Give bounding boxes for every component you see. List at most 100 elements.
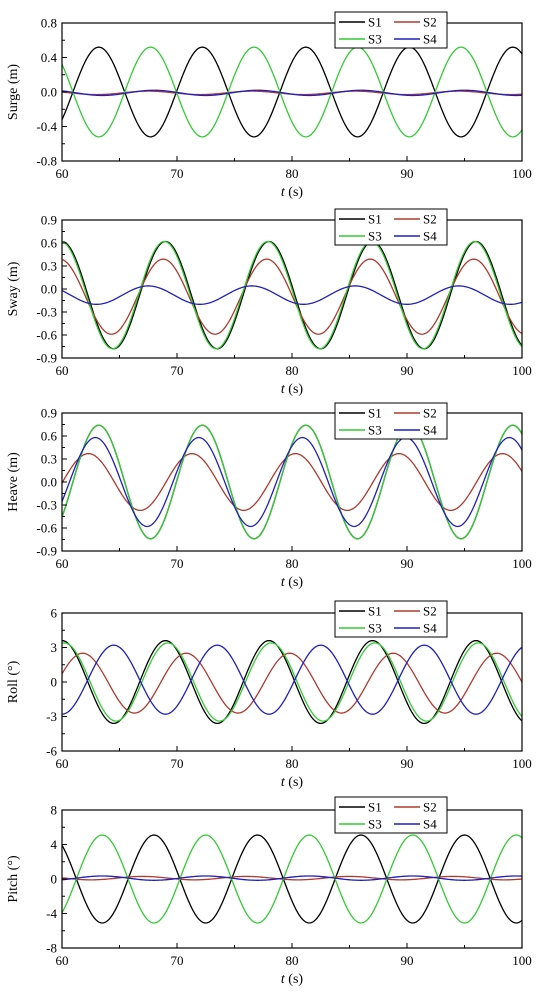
legend-label-s2: S2 [423, 212, 437, 227]
x-tick-label: 80 [286, 756, 299, 771]
x-tick-label: 90 [401, 363, 414, 378]
x-tick-label: 70 [171, 166, 184, 181]
y-axis-label: Sway (m) [6, 261, 21, 316]
series-line-s2 [61, 875, 523, 881]
x-axis-label-unit: (s) [285, 382, 304, 397]
y-tick-label: -0.9 [36, 351, 57, 366]
x-tick-label: 60 [56, 166, 69, 181]
legend-label-s3: S3 [368, 817, 382, 832]
legend-label-s1: S1 [368, 800, 382, 815]
series-line-s1 [61, 834, 523, 924]
y-tick-label: -8 [46, 941, 57, 956]
x-axis-label-unit: (s) [285, 575, 304, 590]
legend-label-s2: S2 [423, 406, 437, 421]
legend-label-s4: S4 [423, 817, 437, 832]
legend-label-s1: S1 [368, 212, 382, 227]
x-tick-label: 100 [512, 756, 532, 771]
x-tick-label: 100 [512, 556, 532, 571]
x-tick-label: 60 [56, 756, 69, 771]
series-line-s3 [61, 46, 523, 138]
y-tick-label: -6 [46, 744, 57, 759]
legend-box [334, 208, 448, 246]
legend-box [334, 600, 448, 638]
y-tick-label: -3 [46, 709, 57, 724]
series-line-s1 [61, 639, 523, 725]
x-axis-label: t (s) [281, 575, 304, 590]
legend-label-s3: S3 [368, 423, 382, 438]
x-axis-label-var: t [281, 972, 286, 987]
x-axis-label-var: t [281, 575, 286, 590]
legend: S1 S2 S3 S4 [334, 11, 448, 49]
legend: S1 S2 S3 S4 [334, 600, 448, 638]
y-tick-label: 0.4 [41, 50, 58, 65]
panel-2: 60 70 80 90 100 -0.9 -0.6 -0.3 0.0 0.3 0.6 0.9 Sway … [6, 208, 532, 397]
x-tick-label: 80 [286, 556, 299, 571]
y-tick-label: -0.3 [36, 498, 57, 513]
x-axis-label: t (s) [281, 382, 304, 397]
x-tick-label: 90 [401, 756, 414, 771]
legend: S1 S2 S3 S4 [334, 402, 448, 440]
series-line-s4 [61, 285, 523, 305]
legend-label-s3: S3 [368, 621, 382, 636]
y-tick-label: 0.8 [41, 16, 57, 31]
x-tick-label: 90 [401, 953, 414, 968]
y-tick-label: 8 [51, 803, 58, 818]
y-tick-label: -0.6 [36, 328, 57, 343]
legend-label-s1: S1 [368, 15, 382, 30]
x-axis-label-unit: (s) [285, 972, 304, 987]
series-line-s1 [61, 424, 523, 540]
x-tick-label: 70 [171, 756, 184, 771]
legend-label-s1: S1 [368, 406, 382, 421]
panel-3: 60 70 80 90 100 -0.9 -0.6 -0.3 0.0 0.3 0.6 0.9 Heave… [6, 402, 532, 590]
x-tick-label: 100 [512, 953, 532, 968]
series-group [61, 46, 523, 138]
y-tick-label: 0 [51, 675, 58, 690]
series-line-s3 [61, 834, 523, 924]
legend-label-s2: S2 [423, 800, 437, 815]
x-axis-label: t (s) [281, 775, 304, 790]
series-line-s2 [61, 452, 523, 512]
x-axis-label-unit: (s) [285, 185, 304, 200]
y-tick-label: 0.0 [41, 475, 57, 490]
series-line-s4 [61, 875, 523, 881]
series-line-s4 [61, 89, 523, 97]
legend-box [334, 796, 448, 834]
series-line-s1 [61, 240, 523, 350]
x-axis-label-unit: (s) [285, 775, 304, 790]
legend-label-s2: S2 [423, 15, 437, 30]
series-line-s3 [61, 642, 523, 722]
x-axis-label-var: t [281, 775, 286, 790]
legend-label-s4: S4 [423, 229, 437, 244]
x-tick-label: 70 [171, 363, 184, 378]
x-tick-label: 80 [286, 166, 299, 181]
y-tick-label: -0.8 [36, 154, 57, 169]
y-tick-label: 0.3 [41, 452, 57, 467]
legend-box [334, 11, 448, 49]
series-line-s4 [61, 644, 523, 715]
y-tick-label: 3 [51, 640, 58, 655]
x-tick-label: 100 [512, 363, 532, 378]
legend-label-s4: S4 [423, 423, 437, 438]
x-axis-label-var: t [281, 382, 286, 397]
series-line-s4 [61, 436, 523, 528]
y-tick-label: 0.0 [41, 282, 57, 297]
y-axis-label: Surge (m) [6, 64, 21, 120]
legend: S1 S2 S3 S4 [334, 208, 448, 246]
y-tick-label: 6 [51, 606, 58, 621]
y-tick-label: -0.9 [36, 544, 57, 559]
y-tick-label: -0.4 [36, 119, 57, 134]
y-tick-label: 0.0 [41, 85, 57, 100]
y-axis-label: Roll (°) [6, 660, 21, 703]
legend-label-s1: S1 [368, 604, 382, 619]
x-tick-label: 80 [286, 953, 299, 968]
x-tick-label: 90 [401, 556, 414, 571]
y-tick-label: 0.3 [41, 259, 57, 274]
series-line-s1 [61, 46, 523, 138]
series-line-s3 [61, 424, 523, 540]
y-axis-label: Heave (m) [6, 452, 21, 512]
y-tick-label: 0.9 [41, 213, 57, 228]
x-axis-label-var: t [281, 185, 286, 200]
x-axis-label: t (s) [281, 185, 304, 200]
series-group [61, 240, 523, 350]
